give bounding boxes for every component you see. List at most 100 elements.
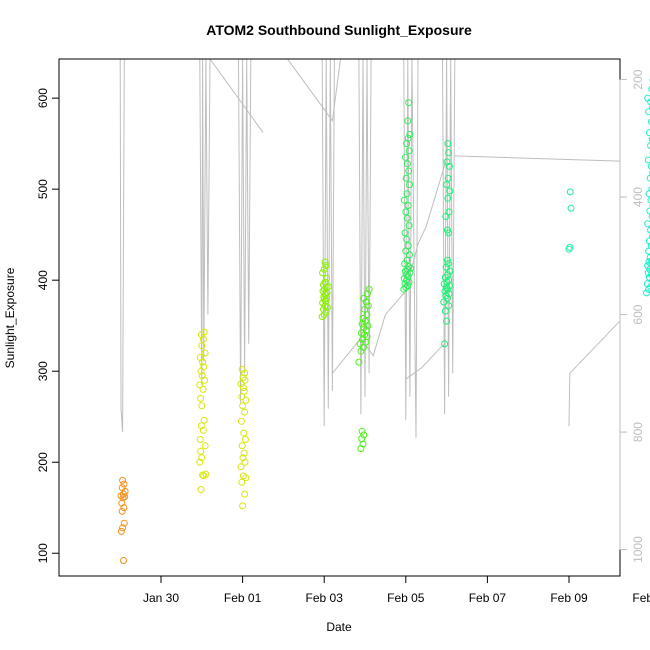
x-tick-label: Feb 09 [550, 591, 588, 605]
data-point [444, 260, 452, 268]
data-point [237, 417, 245, 425]
data-point [199, 426, 207, 434]
data-point [441, 340, 449, 348]
data-point [201, 442, 209, 450]
data-point [400, 274, 408, 282]
data-point [644, 156, 650, 164]
data-point [648, 213, 650, 220]
data-point [443, 278, 451, 286]
data-point [119, 524, 127, 532]
data-point [445, 149, 453, 157]
right-y-tick-label: 600 [631, 304, 645, 324]
data-point [403, 256, 411, 264]
data-point [240, 449, 248, 457]
right-y-tick-label: 200 [631, 69, 645, 89]
data-point [403, 214, 411, 222]
data-point [197, 395, 205, 402]
data-point [361, 305, 369, 313]
x-tick-label: Jan 30 [143, 591, 179, 605]
data-point [198, 402, 206, 410]
data-point [196, 381, 204, 389]
y-tick-label: 500 [36, 179, 50, 199]
data-point [406, 131, 414, 138]
data-point [323, 274, 331, 282]
data-point [199, 385, 207, 393]
data-point [120, 557, 127, 564]
data-point [241, 408, 249, 416]
data-point [443, 256, 451, 264]
data-point [241, 490, 249, 498]
data-point [240, 429, 248, 437]
data-point [360, 431, 368, 439]
data-point [402, 284, 410, 291]
data-point [446, 187, 454, 195]
y-tick-label: 200 [36, 452, 50, 472]
data-point [404, 117, 412, 125]
data-point [445, 208, 453, 216]
depth-line-segment [568, 320, 620, 427]
data-point [242, 396, 250, 404]
data-point [199, 335, 207, 343]
depth-line-segment [321, 59, 335, 427]
depth-line-segment [442, 59, 456, 415]
chart-title: ATOM2 Southbound Sunlight_Exposure [206, 22, 472, 38]
data-point [401, 229, 409, 237]
depth-profile-lines [119, 59, 620, 438]
data-point [238, 442, 246, 450]
data-point [198, 342, 206, 350]
data-points [117, 78, 650, 564]
data-point [359, 314, 367, 322]
data-point [363, 290, 371, 298]
data-point [645, 247, 650, 255]
data-point [319, 269, 327, 277]
data-point [322, 262, 330, 270]
data-point [362, 298, 370, 306]
data-point [196, 354, 204, 361]
data-point [238, 478, 246, 486]
right-y-tick-label: 400 [631, 187, 645, 207]
data-point [443, 317, 451, 325]
data-point [441, 307, 449, 315]
data-point [446, 267, 454, 275]
depth-line-segment [358, 59, 372, 415]
data-point [200, 416, 208, 424]
data-point [644, 269, 650, 277]
data-point [643, 280, 650, 288]
data-point [406, 181, 413, 189]
data-point [318, 313, 326, 321]
data-point [648, 136, 650, 142]
data-point [197, 422, 205, 430]
data-point [239, 454, 247, 462]
x-axis-label: Date [326, 620, 352, 634]
data-point [200, 472, 208, 480]
data-point [237, 463, 245, 471]
data-point [197, 486, 205, 493]
data-point [198, 372, 206, 380]
data-point [647, 196, 650, 204]
data-point [118, 507, 126, 515]
data-point [120, 480, 128, 488]
depth-line-segment [332, 158, 448, 374]
data-point [401, 153, 409, 161]
data-point [402, 208, 410, 216]
data-point [444, 271, 452, 279]
x-tick-label: Feb 11 [632, 591, 650, 605]
data-point [120, 504, 128, 512]
data-point [648, 85, 650, 93]
data-point [407, 264, 415, 272]
data-point [240, 387, 248, 395]
data-point [444, 285, 452, 293]
y-tick-label: 600 [36, 88, 50, 108]
data-point [645, 108, 650, 116]
plot-frame [58, 58, 621, 577]
data-point [404, 242, 412, 250]
data-point [241, 369, 249, 377]
data-point [442, 213, 450, 220]
data-point [443, 158, 451, 166]
depth-line-segment [405, 343, 445, 380]
data-point [403, 235, 411, 243]
data-point [358, 427, 366, 435]
right-y-tick-label: 800 [631, 422, 645, 442]
data-point [200, 363, 208, 371]
data-point [646, 174, 650, 182]
